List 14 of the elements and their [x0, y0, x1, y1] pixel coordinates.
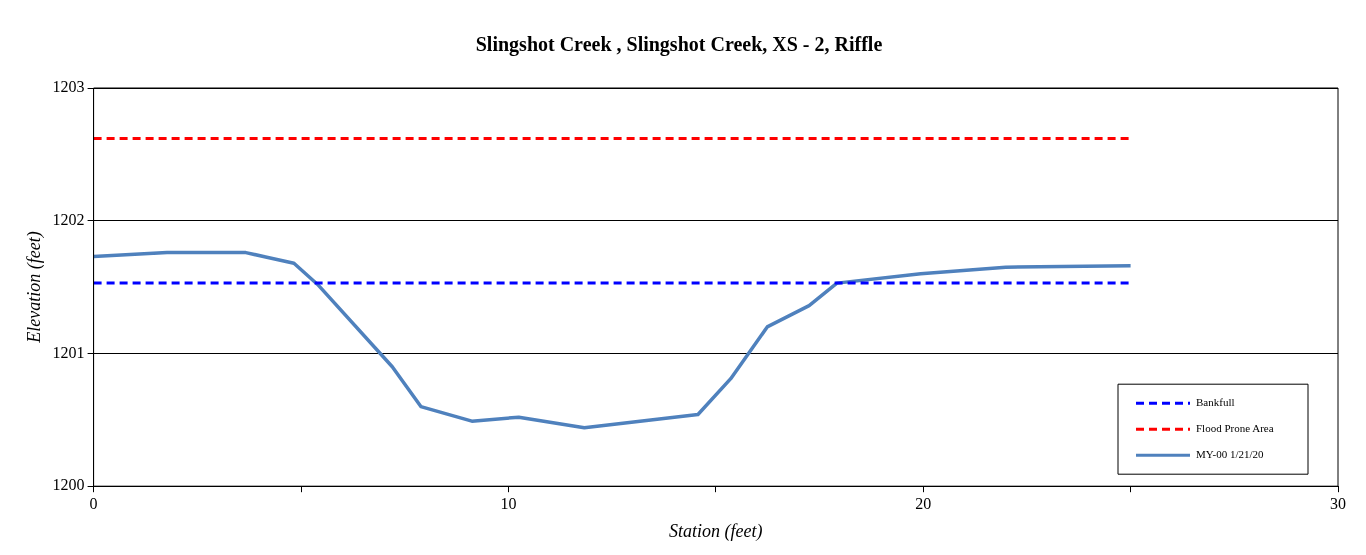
y-tick-label: 1203 [52, 78, 85, 96]
x-tick-label: 0 [89, 495, 98, 512]
y-tick-label: 1201 [52, 343, 85, 361]
x-tick-label: 30 [1330, 495, 1346, 512]
legend-label: MY-00 1/21/20 [1196, 448, 1265, 461]
x-axis-title: Station (feet) [669, 520, 763, 542]
y-tick-label: 1200 [52, 476, 85, 494]
chart-title: Slingshot Creek , Slingshot Creek, XS - 2, Riffle [475, 33, 883, 57]
legend-label: Bankfull [1196, 396, 1235, 409]
y-tick-label: 1202 [52, 210, 85, 228]
x-tick-label: 10 [500, 495, 517, 512]
y-axis-title: Elevation (feet) [23, 231, 45, 344]
x-tick-label: 20 [915, 495, 932, 512]
legend-label: Flood Prone Area [1196, 422, 1274, 435]
